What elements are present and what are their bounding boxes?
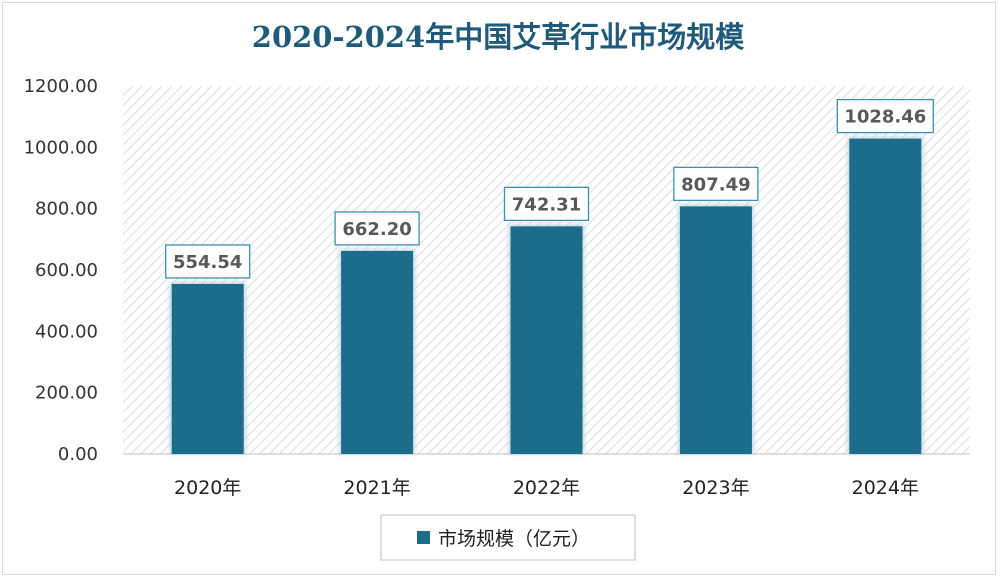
bar [679,206,752,454]
data-label: 662.20 [342,219,411,240]
x-tick-label: 2024年 [852,477,919,499]
y-tick-label: 400.00 [35,321,98,342]
data-label-box [503,186,590,222]
legend: 市场规模（亿元） [380,514,636,561]
y-tick-label: 200.00 [35,383,98,404]
y-tick-label: 800.00 [35,199,98,220]
data-label: 807.49 [681,174,750,195]
data-label: 554.54 [173,252,242,273]
data-label: 742.31 [512,194,581,215]
bars-group: 554.54 662.20 742.31 807.49 1028.46 [165,98,934,455]
x-tick-label: 2022年 [513,477,580,499]
y-tick-label: 0.00 [58,444,98,465]
data-label: 1028.46 [844,107,926,128]
bar [341,250,414,454]
y-tick-label: 1200.00 [24,76,98,97]
legend-label: 市场规模（亿元） [438,528,590,550]
legend-box [380,514,636,561]
x-axis: 2020年 2021年 2022年 2023年 2024年 [174,477,919,499]
bar [171,283,244,454]
y-axis: 0.00 200.00 400.00 600.00 800.00 1000.00 1200.… [24,76,970,465]
y-tick-label: 1000.00 [24,137,98,158]
y-tick-label: 600.00 [35,260,98,281]
x-tick-label: 2023年 [682,477,749,499]
legend-swatch [417,531,430,544]
bar [510,226,583,454]
data-label-box [334,211,420,246]
data-label-box [836,98,934,134]
x-tick-label: 2021年 [343,477,410,499]
x-tick-label: 2020年 [174,477,241,499]
chart-title: 2020-2024年中国艾草行业市场规模 [252,20,745,54]
bar [849,138,922,455]
data-label-box [673,166,759,202]
data-label-box [165,244,251,279]
